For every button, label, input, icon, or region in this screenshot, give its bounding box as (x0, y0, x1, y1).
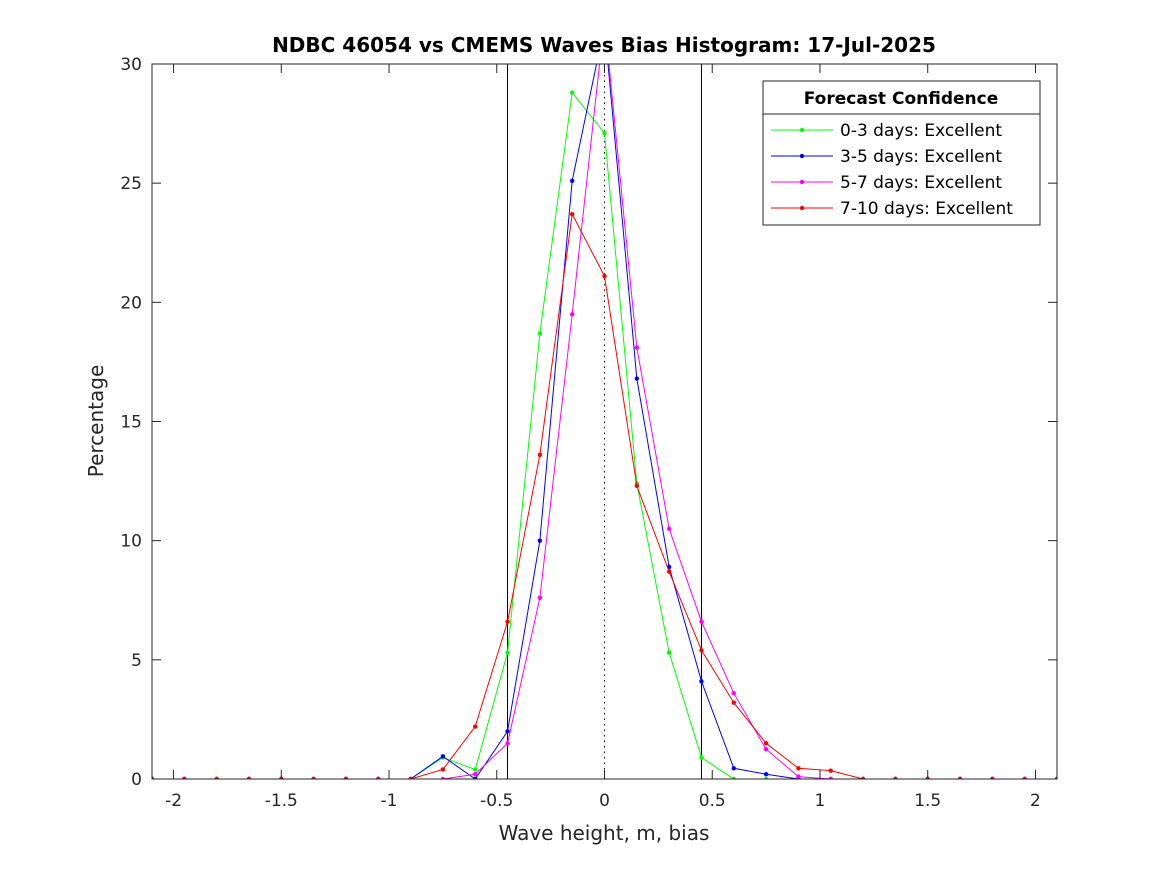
data-point (796, 774, 801, 779)
y-tick-label: 20 (120, 293, 142, 313)
x-tick-label: -1 (381, 791, 398, 811)
data-point (473, 776, 478, 779)
data-point (408, 776, 413, 779)
data-point (634, 376, 640, 381)
legend-swatch-marker (799, 127, 805, 133)
y-tick-label: 15 (120, 413, 142, 433)
legend-entry-3: 5-7 days: Excellent (771, 173, 1002, 193)
x-tick-label: 1.5 (914, 791, 941, 811)
x-tick-label: -0.5 (480, 791, 513, 811)
y-axis: 0 5 10 15 20 25 30 (120, 55, 1057, 790)
legend-label: 5-7 days: Excellent (840, 173, 1002, 193)
data-point (569, 178, 575, 183)
data-point (666, 569, 672, 574)
data-point (957, 776, 963, 779)
data-point (1022, 776, 1027, 779)
legend-label: 7-10 days: Excellent (840, 199, 1013, 219)
data-point (343, 776, 349, 779)
data-point (763, 776, 769, 779)
x-tick-label: 2 (1030, 791, 1041, 811)
data-point (569, 90, 575, 95)
data-point (796, 766, 801, 771)
data-point (505, 619, 510, 624)
legend-swatch-marker (799, 153, 805, 159)
x-tick-label: -1.5 (265, 791, 298, 811)
data-point (763, 747, 769, 752)
legend: Forecast Confidence 0-3 days: Excellent 3… (762, 80, 1041, 226)
data-point (699, 755, 704, 760)
series-4 (152, 211, 1057, 779)
data-point (763, 772, 769, 777)
data-point (440, 754, 446, 759)
x-tick-label: 0.5 (699, 791, 726, 811)
data-point (731, 766, 736, 771)
data-point (1054, 776, 1057, 779)
data-point (505, 729, 510, 734)
y-axis-label: Percentage (84, 365, 108, 478)
data-point (828, 768, 833, 773)
x-axis: -2 -1.5 -1 -0.5 0 0.5 1 1.5 2 (165, 64, 1041, 811)
data-point (893, 776, 898, 779)
legend-label: 3-5 days: Excellent (840, 147, 1002, 167)
data-point (602, 273, 607, 279)
legend-title: Forecast Confidence (804, 89, 999, 109)
legend-entries: 0-3 days: Excellent 3-5 days: Excellent 5-… (771, 121, 1013, 219)
data-point (473, 767, 478, 772)
data-point (440, 767, 446, 772)
data-point (569, 211, 575, 217)
series-layer (152, 64, 1057, 779)
data-point (699, 619, 704, 624)
x-tick-label: 0 (599, 791, 610, 811)
x-tick-label: -2 (165, 791, 182, 811)
y-tick-label: 0 (131, 770, 142, 790)
x-tick-label: 1 (815, 791, 826, 811)
y-tick-label: 25 (120, 174, 142, 194)
data-point (473, 724, 478, 729)
data-point (440, 776, 446, 779)
data-point (505, 650, 510, 655)
legend-entry-2: 3-5 days: Excellent (771, 147, 1002, 167)
data-point (699, 679, 704, 684)
data-point (537, 595, 543, 601)
data-point (860, 776, 866, 779)
data-point (246, 776, 252, 779)
data-point (182, 776, 187, 779)
data-point (473, 772, 478, 777)
data-point (666, 650, 672, 655)
data-point (537, 452, 543, 458)
data-point (537, 538, 543, 543)
y-tick-label: 10 (120, 532, 142, 552)
data-point (763, 741, 769, 746)
data-point (731, 776, 736, 779)
legend-entry-1: 0-3 days: Excellent (771, 121, 1002, 141)
data-point (990, 776, 995, 779)
data-point (376, 776, 381, 779)
x-axis-label: Wave height, m, bias (499, 821, 710, 845)
data-point (311, 776, 316, 779)
data-point (634, 483, 640, 489)
data-point (505, 741, 510, 746)
data-point (602, 130, 607, 136)
data-point (731, 691, 736, 696)
data-point (699, 648, 704, 653)
legend-entry-4: 7-10 days: Excellent (771, 199, 1013, 219)
chart-title: NDBC 46054 vs CMEMS Waves Bias Histogram… (272, 33, 936, 57)
data-point (731, 700, 736, 705)
reference-lines (507, 64, 702, 779)
data-point (666, 526, 672, 531)
data-point (828, 776, 833, 779)
legend-swatch-marker (799, 179, 805, 185)
legend-swatch-marker (799, 205, 805, 211)
data-point (537, 331, 543, 336)
data-point (152, 776, 155, 779)
y-tick-label: 30 (120, 55, 142, 75)
data-point (634, 345, 640, 350)
legend-box (762, 80, 1041, 226)
data-point (214, 776, 219, 779)
data-point (569, 312, 575, 317)
legend-label: 0-3 days: Excellent (840, 121, 1002, 141)
y-tick-label: 5 (131, 651, 142, 671)
